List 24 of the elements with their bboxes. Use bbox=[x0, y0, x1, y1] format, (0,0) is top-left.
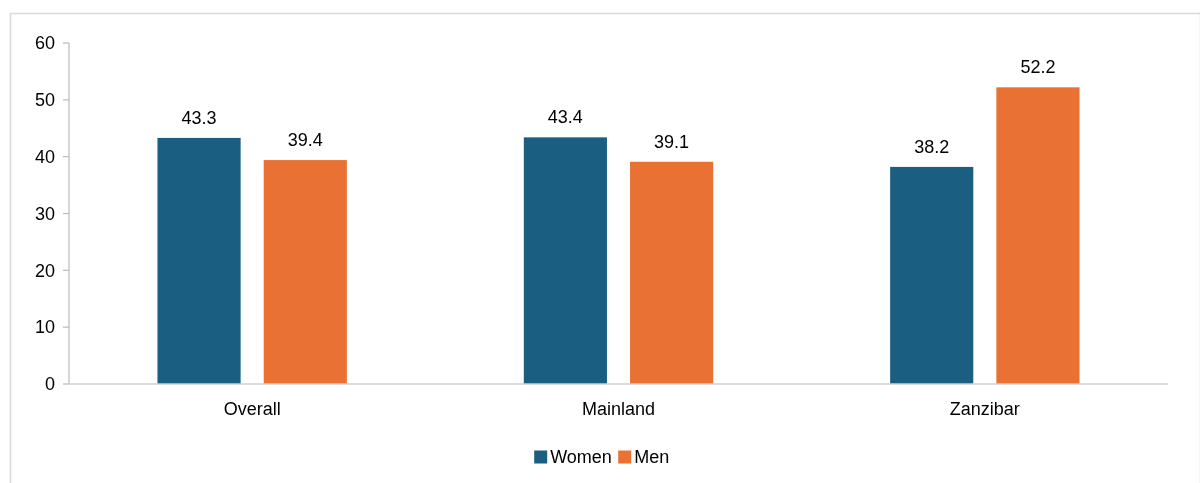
data-label: 39.1 bbox=[654, 131, 690, 152]
bar bbox=[630, 161, 714, 384]
data-label: 43.4 bbox=[547, 107, 583, 128]
bar bbox=[157, 137, 241, 384]
x-tick-label: Zanzibar bbox=[949, 399, 1020, 419]
x-tick-label: Overall bbox=[223, 399, 281, 419]
y-tick-label: 20 bbox=[34, 260, 55, 281]
data-label: 39.4 bbox=[287, 130, 323, 151]
data-label: 52.2 bbox=[1020, 57, 1056, 78]
data-label: 43.3 bbox=[181, 107, 217, 128]
y-tick-label: 50 bbox=[34, 90, 55, 111]
bar bbox=[263, 160, 347, 384]
y-tick-label: 40 bbox=[34, 146, 55, 167]
data-label: 38.2 bbox=[914, 136, 950, 157]
x-tick-label: Mainland bbox=[581, 399, 656, 419]
bar bbox=[996, 87, 1080, 384]
legend-label: Women bbox=[550, 447, 612, 468]
y-tick-label: 30 bbox=[34, 203, 55, 224]
y-tick-label: 0 bbox=[44, 374, 55, 395]
bar bbox=[890, 166, 974, 384]
legend-label: Men bbox=[634, 447, 670, 468]
y-tick-label: 10 bbox=[34, 317, 55, 338]
y-tick-label: 60 bbox=[34, 33, 55, 54]
bar bbox=[523, 137, 607, 384]
